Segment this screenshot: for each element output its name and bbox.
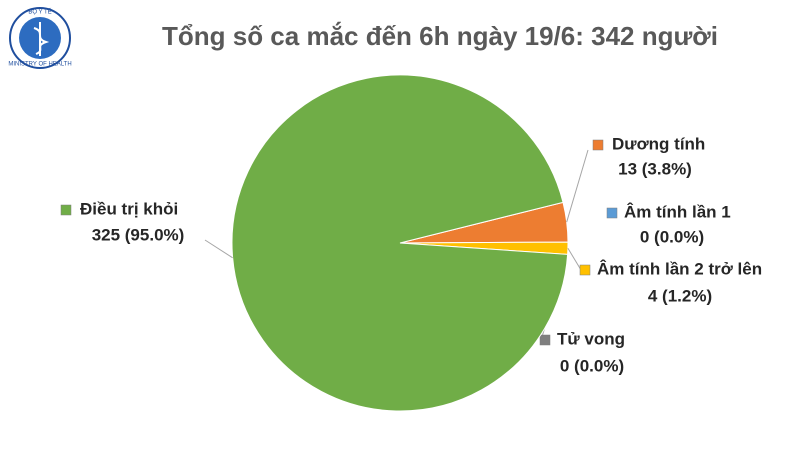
slice-value: 325 (95.0%) <box>92 225 185 244</box>
logo-bottom: MINISTRY OF HEALTH <box>8 62 71 68</box>
legend-marker <box>592 139 604 151</box>
slice-name: Âm tính lần 2 trở lên <box>597 259 762 278</box>
leader-line <box>567 247 582 271</box>
leader-line <box>566 149 589 223</box>
chart-title: Tổng số ca mắc đến 6h ngày 19/6: 342 ngư… <box>162 21 718 51</box>
slice-value: 0 (0.0%) <box>560 356 624 375</box>
logo-top: BỘ Y TẾ <box>28 9 51 16</box>
logo: BỘ Y TẾ MINISTRY OF HEALTH <box>8 7 72 69</box>
slice-value: 4 (1.2%) <box>648 286 712 305</box>
slice-value: 0 (0.0%) <box>640 227 704 246</box>
legend-marker <box>606 207 618 219</box>
legend-marker <box>579 264 591 276</box>
pie-slice <box>231 74 569 412</box>
legend-marker <box>539 334 551 346</box>
logo-emblem <box>33 22 50 56</box>
slice-name: Dương tính <box>612 134 705 153</box>
slice-name: Điều trị khỏi <box>80 199 178 218</box>
slice-name: Tử vong <box>557 329 625 348</box>
legend-marker <box>60 204 72 216</box>
slice-value: 13 (3.8%) <box>618 159 692 178</box>
slice-name: Âm tính lần 1 <box>624 202 731 221</box>
leader-line <box>204 239 233 259</box>
